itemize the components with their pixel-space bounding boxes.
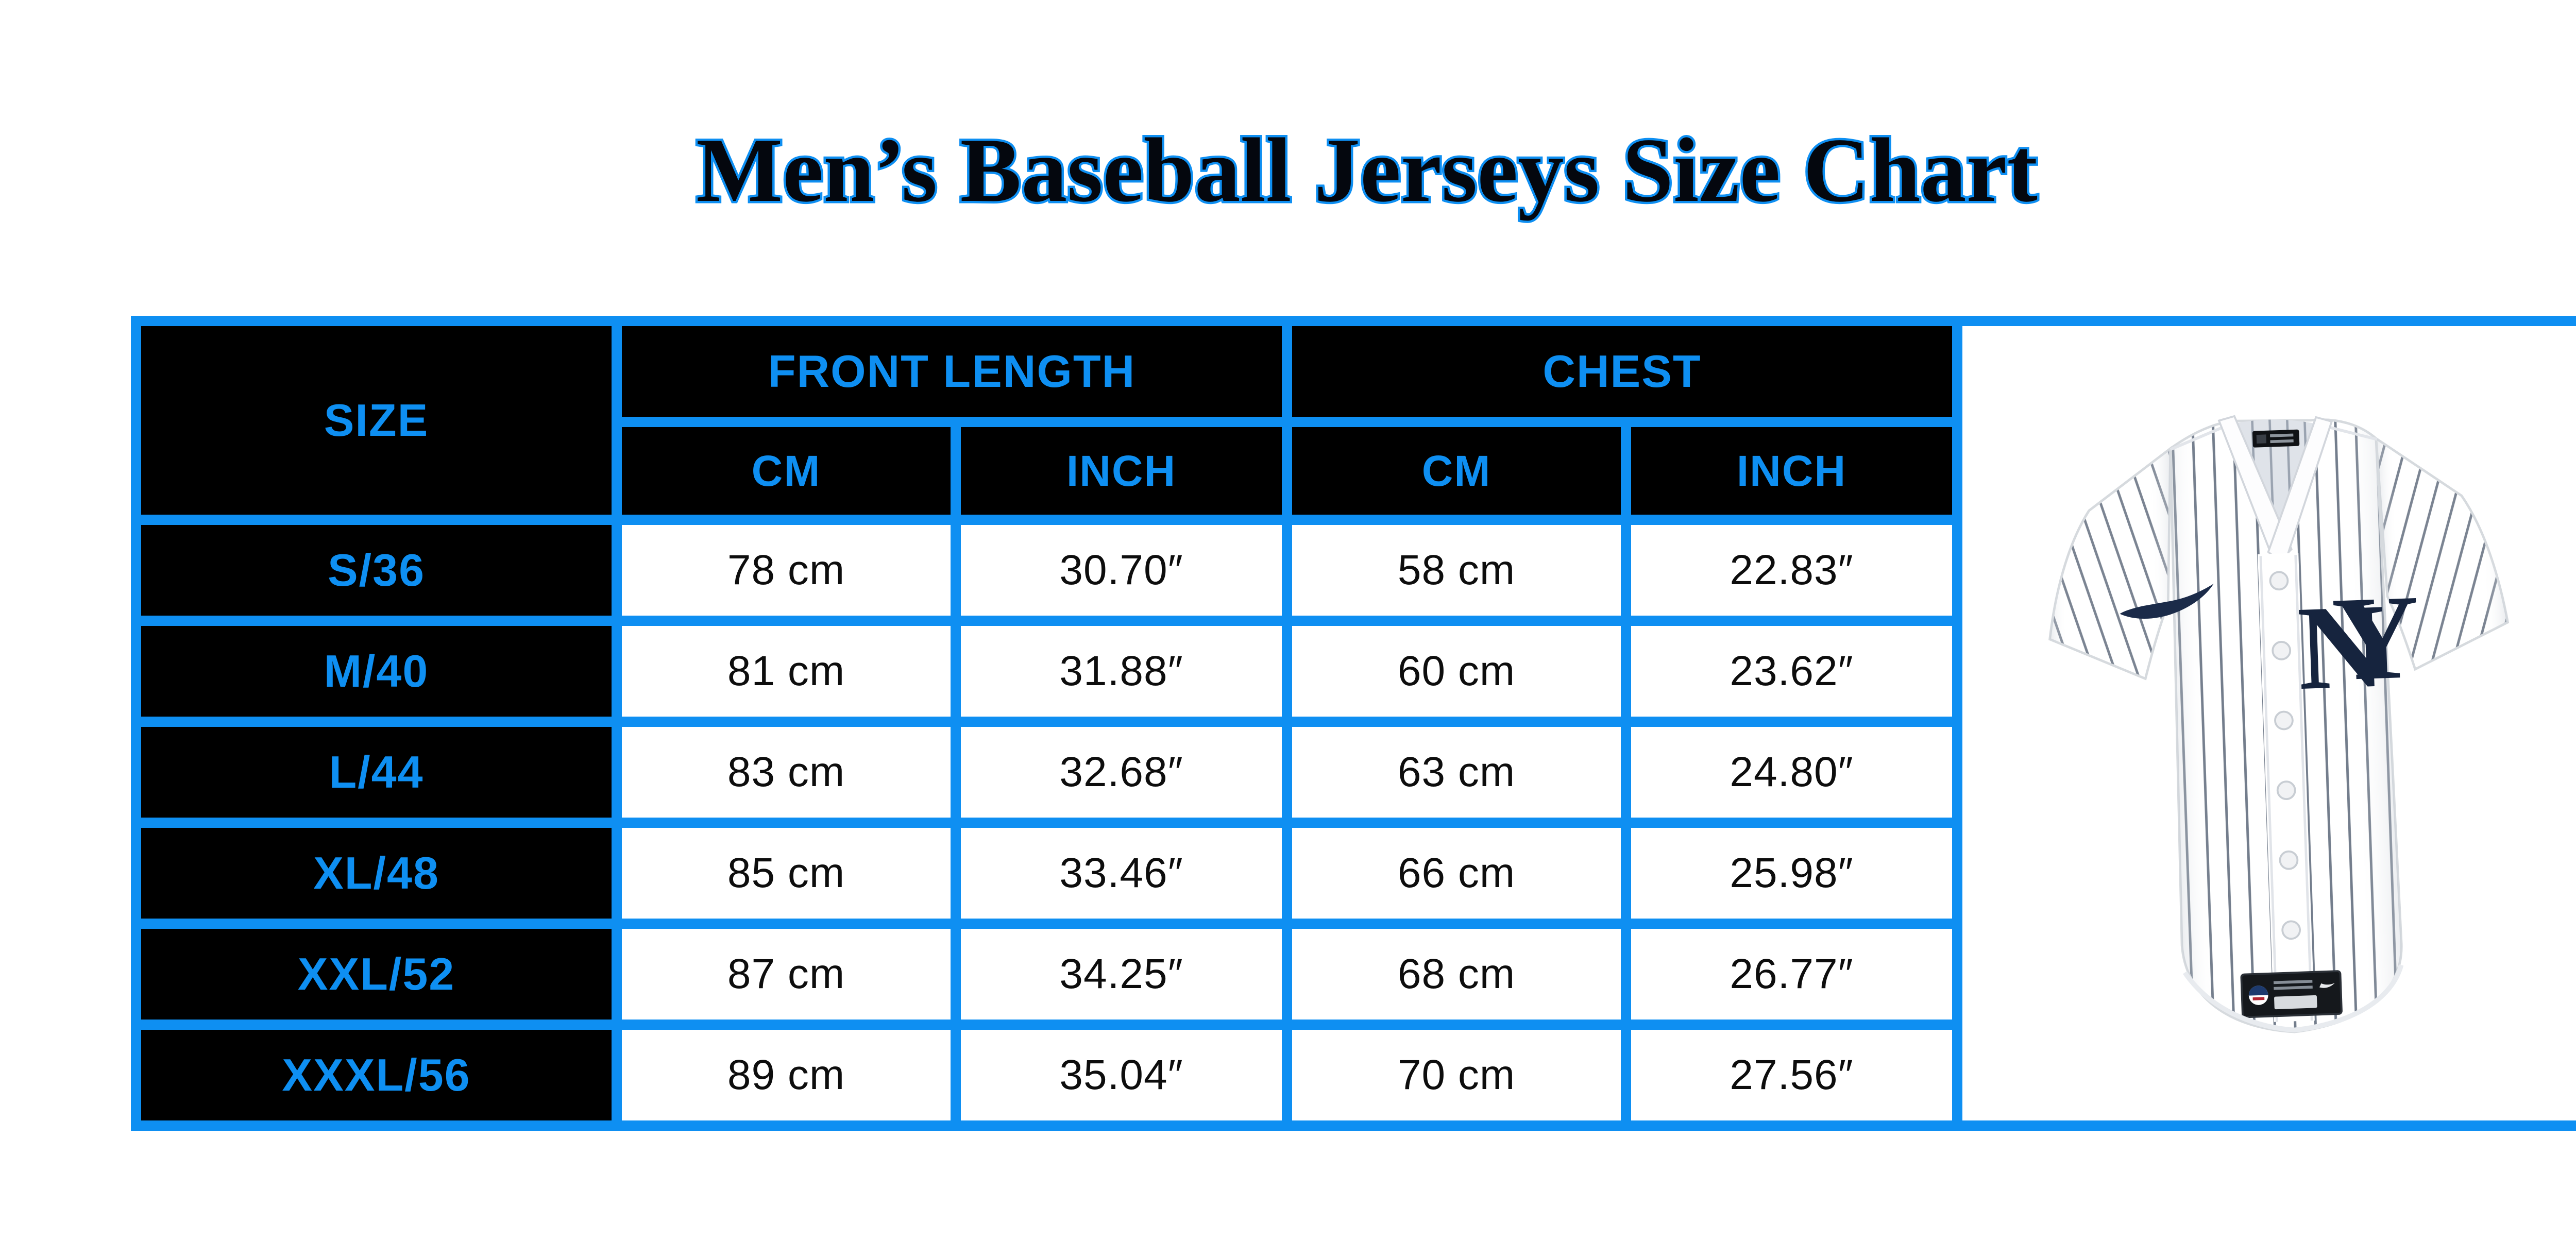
chest-cm-value: 60 cm (1282, 616, 1632, 727)
page-title-area: Men’s Baseball Jerseys Size Chart (694, 117, 2040, 224)
jersey-image: N Y (1973, 348, 2576, 1105)
chest-inch-value: 23.62″ (1621, 616, 1963, 727)
column-header-front-cm: CM (612, 417, 961, 525)
svg-text:N: N (2295, 579, 2387, 715)
size-label: S/36 (131, 515, 622, 626)
size-chart-table: SIZE FRONT LENGTH CHEST (131, 316, 2576, 1131)
ny-logo: N Y (2295, 570, 2422, 715)
chest-inch-value: 25.98″ (1621, 818, 1963, 929)
table-row: XL/48 85 cm 33.46″ 66 cm 25.98″ (131, 818, 2576, 929)
chest-cm-value: 68 cm (1282, 919, 1632, 1030)
chest-inch-value: 22.83″ (1621, 515, 1963, 626)
chest-cm-value: 63 cm (1282, 717, 1632, 828)
size-label: XL/48 (131, 818, 622, 929)
front-length-inch-value: 30.70″ (950, 515, 1293, 626)
table-row: XXL/52 87 cm 34.25″ 68 cm 26.77″ (131, 919, 2576, 1030)
chest-cm-value: 70 cm (1282, 1020, 1632, 1131)
front-length-inch-value: 34.25″ (950, 919, 1293, 1030)
table-row: M/40 81 cm 31.88″ 60 cm 23.62″ (131, 616, 2576, 727)
chest-inch-value: 27.56″ (1621, 1020, 1963, 1131)
chest-cm-value: 66 cm (1282, 818, 1632, 929)
size-label: L/44 (131, 717, 622, 828)
table-row: L/44 83 cm 32.68″ 63 cm 24.80″ (131, 717, 2576, 828)
front-length-cm-value: 81 cm (612, 616, 961, 727)
column-header-size: SIZE (131, 316, 622, 525)
jersey-buttons (2269, 571, 2302, 1000)
front-length-inch-value: 31.88″ (950, 616, 1293, 727)
front-length-cm-value: 87 cm (612, 919, 961, 1030)
column-header-chest-cm: CM (1282, 417, 1632, 525)
table-row: S/36 78 cm 30.70″ 58 cm 22.83″ (131, 515, 2576, 626)
front-length-cm-value: 89 cm (612, 1020, 961, 1131)
column-header-front-inch: INCH (950, 417, 1293, 525)
column-group-front-length: FRONT LENGTH (611, 316, 1293, 427)
chest-inch-value: 26.77″ (1621, 919, 1963, 1030)
collar-band-left (2217, 415, 2293, 567)
page-title: Men’s Baseball Jerseys Size Chart (696, 119, 2038, 221)
front-length-inch-value: 35.04″ (950, 1020, 1293, 1131)
baseball-jersey-graphic: N Y (2048, 415, 2510, 1033)
header-row-groups: SIZE FRONT LENGTH CHEST (131, 316, 2576, 1131)
collar-band-right (2267, 416, 2333, 567)
column-header-chest-inch: INCH (1621, 417, 1963, 525)
front-length-cm-value: 83 cm (612, 717, 961, 828)
size-label: XXL/52 (131, 919, 622, 1030)
svg-text:Y: Y (2330, 570, 2422, 706)
front-length-inch-value: 33.46″ (950, 818, 1293, 929)
column-group-chest: CHEST (1282, 316, 1963, 427)
chest-cm-value: 58 cm (1282, 515, 1632, 626)
size-label: M/40 (131, 616, 622, 727)
front-length-cm-value: 78 cm (612, 515, 961, 626)
table-row: XXXL/56 89 cm 35.04″ 70 cm 27.56″ (131, 1020, 2576, 1131)
header-row-units: CM INCH CM INCH (136, 417, 2576, 525)
front-length-cm-value: 85 cm (612, 818, 961, 929)
size-label: XXXL/56 (131, 1020, 622, 1131)
mlb-jock-tag (2240, 970, 2343, 1018)
nike-swoosh-icon (2120, 583, 2214, 619)
jersey-image-panel: N Y (1952, 316, 2576, 1131)
front-length-inch-value: 32.68″ (950, 717, 1293, 828)
chest-inch-value: 24.80″ (1621, 717, 1963, 828)
